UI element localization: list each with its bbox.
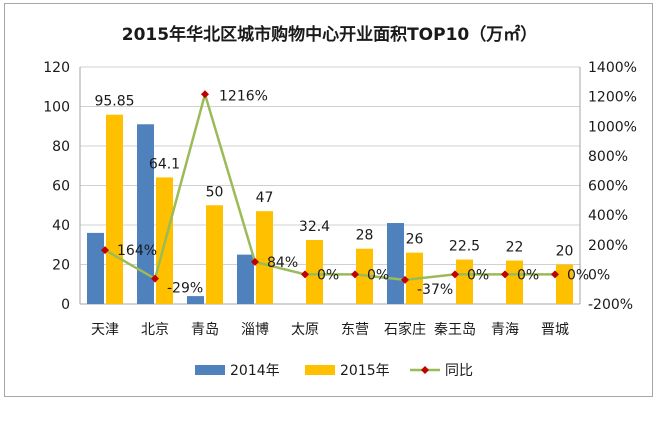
y-tick-label: 120 <box>43 60 70 76</box>
bar-2015 <box>506 260 523 304</box>
yoy-marker <box>301 270 309 279</box>
bar-2015 <box>456 259 473 304</box>
x-tick-label: 太原 <box>291 322 319 338</box>
bar-2015-label: 50 <box>206 184 224 200</box>
y-tick-label: 20 <box>52 258 70 274</box>
legend-swatch-2015 <box>305 365 335 375</box>
y2-tick-label: -200% <box>588 297 633 313</box>
bar-2014 <box>187 296 204 304</box>
yoy-marker <box>501 270 509 279</box>
x-tick-label: 石家庄 <box>384 321 426 338</box>
bar-2014 <box>387 223 404 304</box>
y2-tick-label: 1200% <box>588 90 637 106</box>
chart-title: 2015年华北区城市购物中心开业面积TOP10（万㎡） <box>121 25 538 45</box>
yoy-marker <box>401 275 409 284</box>
bar-2014 <box>137 124 154 305</box>
bar-2014 <box>237 254 254 304</box>
x-tick-label: 北京 <box>141 322 169 338</box>
x-tick-label: 青海 <box>491 322 519 338</box>
y-tick-label: 100 <box>43 100 70 116</box>
yoy-label: -37% <box>417 282 453 298</box>
x-tick-label: 秦王岛 <box>434 322 476 338</box>
bar-2015 <box>256 211 273 304</box>
x-tick-label: 淄博 <box>241 321 269 338</box>
yoy-marker <box>101 246 109 255</box>
x-tick-label: 东营 <box>341 322 369 338</box>
y2-tick-label: 200% <box>588 238 628 254</box>
legend-label-2015: 2015年 <box>340 363 390 379</box>
yoy-marker <box>201 90 209 99</box>
yoy-label: 0% <box>467 267 489 283</box>
bar-2015-label: 22 <box>506 240 524 256</box>
yoy-marker <box>551 270 559 279</box>
yoy-label: 164% <box>117 243 157 259</box>
x-tick-label: 晋城 <box>541 322 569 338</box>
legend-label-yoy: 同比 <box>445 363 473 379</box>
bar-2015-label: 47 <box>256 190 274 206</box>
bar-2015 <box>106 114 123 304</box>
x-tick-label: 青岛 <box>191 322 219 338</box>
y2-tick-label: 800% <box>588 149 628 165</box>
legend-marker-yoy <box>421 366 429 374</box>
bar-2015-label: 95.85 <box>94 94 134 110</box>
yoy-label: 0% <box>317 267 339 283</box>
bar-2015-label: 22.5 <box>449 239 480 255</box>
bar-2015 <box>206 205 223 304</box>
yoy-marker <box>251 257 259 266</box>
y-tick-label: 80 <box>52 139 70 155</box>
bar-2015-label: 28 <box>356 228 374 244</box>
y-tick-label: 0 <box>61 297 70 313</box>
y2-tick-label: 1400% <box>588 60 637 76</box>
bar-2015 <box>556 264 573 304</box>
yoy-label: 0% <box>517 267 539 283</box>
yoy-marker <box>451 270 459 279</box>
legend-label-2014: 2014年 <box>230 363 280 379</box>
series-line-yoy <box>104 89 555 282</box>
legend-swatch-2014 <box>195 365 225 375</box>
yoy-label: 0% <box>567 267 589 283</box>
yoy-marker <box>151 274 159 283</box>
yoy-label: 84% <box>267 255 298 271</box>
y-tick-label: 40 <box>52 218 70 234</box>
bar-2015-label: 64.1 <box>149 156 180 172</box>
yoy-label: -29% <box>167 281 203 297</box>
yoy-label: 0% <box>367 267 389 283</box>
bar-2015 <box>306 240 323 304</box>
bar-2015-label: 32.4 <box>299 219 330 235</box>
bar-2015-label: 20 <box>556 244 574 260</box>
yoy-label: 1216% <box>219 88 268 104</box>
y2-tick-label: 0% <box>588 267 610 283</box>
bar-2015-label: 26 <box>406 232 424 248</box>
yoy-marker <box>351 270 359 279</box>
y-tick-label: 60 <box>52 179 70 195</box>
y2-tick-label: 600% <box>588 179 628 195</box>
y2-tick-label: 1000% <box>588 119 637 135</box>
y2-tick-label: 400% <box>588 208 628 224</box>
x-tick-label: 天津 <box>91 322 119 338</box>
bar-2014 <box>87 232 104 304</box>
